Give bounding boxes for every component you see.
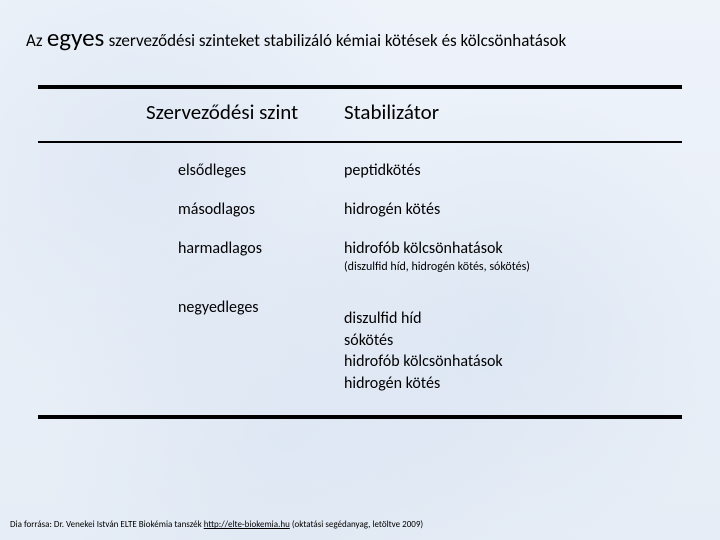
stab-main: hidrofób kölcsönhatások: [344, 239, 682, 258]
cell-stab: hidrogén kötés: [318, 200, 682, 219]
cell-level: elsődleges: [38, 161, 318, 180]
rule-under-head: [38, 141, 682, 143]
cell-level: másodlagos: [38, 200, 318, 219]
stab-main: peptidkötés: [344, 161, 682, 180]
table-head-row: Szerveződési szint Stabilizátor: [38, 99, 682, 125]
slide: Az egyes szerveződési szinteket stabiliz…: [0, 0, 720, 540]
list-item: hidrogén kötés: [344, 373, 682, 395]
table-row: elsődleges peptidkötés: [38, 161, 682, 180]
footer-post: (oktatási segédanyag, letöltve 2009): [290, 519, 423, 530]
title-part-rest: szerveződési szinteket stabilizáló kémia…: [109, 30, 567, 51]
cell-level: negyedleges: [38, 294, 318, 317]
footer-link[interactable]: http://elte-biokemia.hu: [204, 519, 290, 530]
source-footer: Dia forrása: Dr. Venekei István ELTE Bio…: [10, 519, 423, 530]
cell-stab: peptidkötés: [318, 161, 682, 180]
stab-sub: (diszulfid híd, hidrogén kötés, sókötés): [344, 260, 682, 274]
footer-pre: Dia forrása: Dr. Venekei István ELTE Bio…: [10, 519, 204, 530]
table-row: negyedleges diszulfid híd sókötés hidrof…: [38, 294, 682, 394]
table-head-level: Szerveződési szint: [38, 99, 318, 125]
rule-top: [38, 85, 682, 89]
rule-bottom: [38, 415, 682, 419]
list-item: sókötés: [344, 330, 682, 352]
list-item: diszulfid híd: [344, 308, 682, 330]
cell-stab: hidrofób kölcsönhatások (diszulfid híd, …: [318, 239, 682, 274]
stab-main: hidrogén kötés: [344, 200, 682, 219]
table-body: elsődleges peptidkötés másodlagos hidrog…: [38, 161, 682, 394]
table-row: másodlagos hidrogén kötés: [38, 200, 682, 219]
title-part-az: Az: [26, 30, 43, 51]
title-part-egyes: egyes: [47, 22, 104, 53]
list-item: hidrofób kölcsönhatások: [344, 351, 682, 373]
table-row: harmadlagos hidrofób kölcsönhatások (dis…: [38, 239, 682, 274]
slide-title: Az egyes szerveződési szinteket stabiliz…: [26, 22, 694, 53]
cell-level: harmadlagos: [38, 239, 318, 258]
stab-list: diszulfid híd sókötés hidrofób kölcsönha…: [344, 308, 682, 394]
cell-stab: diszulfid híd sókötés hidrofób kölcsönha…: [318, 294, 682, 394]
table-head-stabilizer: Stabilizátor: [318, 99, 682, 125]
